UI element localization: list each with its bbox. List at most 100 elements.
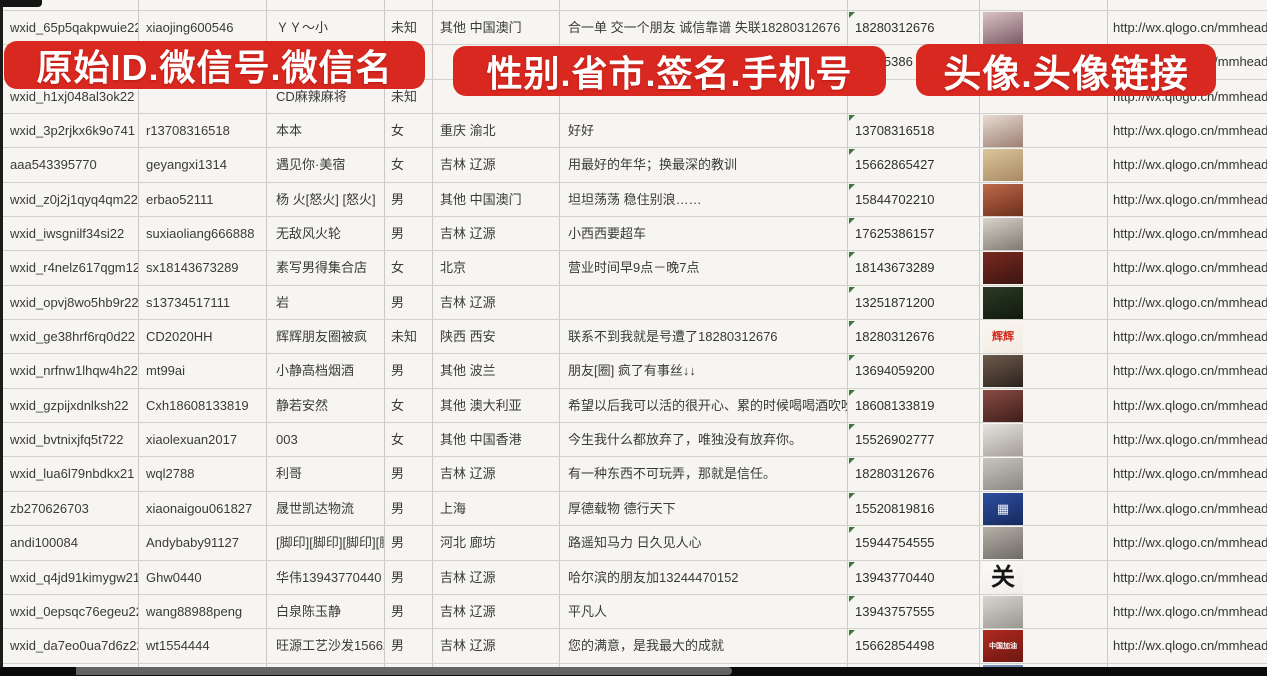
cell-avatar-link[interactable]: http://wx.qlogo.cn/mmhead [1108, 457, 1267, 490]
cell-original-id[interactable]: wxid_gzpijxdnlksh22 [3, 388, 139, 423]
cell-phone[interactable] [848, 0, 980, 10]
cell-avatar[interactable] [980, 526, 1108, 560]
cell-region[interactable]: 北京 [433, 251, 560, 285]
cell-avatar[interactable] [980, 251, 1108, 285]
cell-signature[interactable]: 用最好的年华；换最深的教训 [560, 148, 848, 182]
cell-phone[interactable]: 13251871200 [848, 285, 980, 320]
cell-original-id[interactable]: wxid_bvtnixjfq5t722 [3, 423, 139, 457]
cell-wechat-id[interactable]: sx18143673289 [139, 251, 267, 285]
cell-gender[interactable] [385, 0, 433, 10]
cell-original-id[interactable]: wxid_ge38hrf6rq0d22 [3, 320, 139, 354]
cell-signature[interactable]: 坦坦荡荡 稳住别浪…… [560, 182, 848, 217]
cell-phone[interactable]: 18280312676 [848, 457, 980, 491]
cell-wechat-name[interactable]: 利哥 [267, 457, 385, 491]
cell-region[interactable]: 吉林 辽源 [433, 560, 560, 594]
cell-original-id[interactable]: wxid_lua6l79nbdkx21 [3, 457, 139, 491]
cell-avatar-link[interactable]: http://wx.qlogo.cn/mmhead [1108, 114, 1267, 147]
cell-avatar[interactable] [980, 114, 1108, 148]
cell-avatar[interactable] [980, 79, 1108, 114]
cell-avatar-link[interactable]: http://wx.qlogo.cn/mmhead [1108, 251, 1267, 284]
cell-wechat-name[interactable]: CD麻辣麻将 [267, 79, 385, 114]
cell-avatar[interactable] [980, 594, 1108, 629]
cell-wechat-id[interactable] [139, 0, 267, 10]
cell-wechat-name[interactable]: 本本 [267, 114, 385, 148]
cell-signature[interactable]: 希望以后我可以活的很开心、累的时候喝喝酒吹吹风 [560, 388, 848, 423]
cell-gender[interactable]: 男 [385, 217, 433, 251]
cell-avatar-link[interactable]: http://wx.qlogo.cn/mmhead [1108, 492, 1267, 525]
cell-gender[interactable]: 未知 [385, 320, 433, 354]
cell-phone[interactable]: 15944754555 [848, 526, 980, 560]
cell-region[interactable]: 吉林 辽源 [433, 629, 560, 663]
cell-original-id[interactable]: wxid_65p5qakpwuie22 [3, 11, 139, 45]
cell-avatar[interactable] [980, 423, 1108, 457]
cell-wechat-id[interactable]: xiaonaigou061827 [139, 491, 267, 526]
cell-avatar-link[interactable]: http://wx.qlogo.cn/mmhead [1108, 595, 1267, 628]
cell-wechat-name[interactable]: 旺源工艺沙发15662854 [267, 629, 385, 663]
cell-phone[interactable]: 18280312676 [848, 11, 980, 45]
cell-signature[interactable]: 朋友[圈] 疯了有事丝↓↓ [560, 354, 848, 388]
cell-signature[interactable]: 今生我什么都放弃了，唯独没有放弃你。 [560, 423, 848, 457]
cell-region[interactable]: 吉林 辽源 [433, 285, 560, 320]
cell-region[interactable]: 上海 [433, 491, 560, 526]
cell-gender[interactable]: 男 [385, 526, 433, 560]
cell-wechat-id[interactable]: Andybaby91127 [139, 526, 267, 560]
cell-signature[interactable]: 路遥知马力 日久见人心 [560, 526, 848, 560]
cell-phone[interactable]: 15662865427 [848, 148, 980, 182]
cell-wechat-id[interactable]: s13734517111 [139, 285, 267, 320]
cell-avatar-link[interactable]: http://wx.qlogo.cn/mmhead [1108, 286, 1267, 319]
cell-region[interactable]: 其他 中国澳门 [433, 11, 560, 45]
cell-avatar[interactable] [980, 217, 1108, 251]
cell-original-id[interactable]: wxid_q4jd91kimygw21 [3, 560, 139, 594]
cell-gender[interactable]: 男 [385, 560, 433, 594]
cell-wechat-id[interactable]: xiaojing600546 [139, 11, 267, 45]
cell-avatar[interactable] [980, 285, 1108, 320]
cell-gender[interactable]: 男 [385, 182, 433, 217]
cell-phone[interactable]: 18608133819 [848, 388, 980, 423]
cell-phone[interactable]: 13943757555 [848, 594, 980, 629]
cell-signature[interactable]: 您的满意，是我最大的成就 [560, 629, 848, 663]
cell-signature[interactable]: 好好 [560, 114, 848, 148]
cell-wechat-name[interactable]: 晟世凯达物流 [267, 491, 385, 526]
cell-phone[interactable]: 13943770440 [848, 560, 980, 594]
cell-signature[interactable] [560, 285, 848, 320]
cell-avatar-link[interactable]: http://wx.qlogo.cn/mmhead [1108, 11, 1267, 44]
cell-avatar-link[interactable] [1108, 0, 1267, 10]
cell-phone[interactable]: 15662854498 [848, 629, 980, 663]
cell-gender[interactable]: 男 [385, 491, 433, 526]
cell-avatar[interactable]: 关 [980, 560, 1108, 594]
cell-region[interactable] [433, 0, 560, 10]
cell-avatar-link[interactable]: http://wx.qlogo.cn/mmhead [1108, 217, 1267, 250]
cell-region[interactable]: 吉林 辽源 [433, 217, 560, 251]
cell-avatar[interactable] [980, 0, 1108, 10]
cell-original-id[interactable]: zb270626703 [3, 491, 139, 526]
cell-original-id[interactable]: andi100084 [3, 526, 139, 560]
cell-original-id[interactable]: wxid_nrfnw1lhqw4h22 [3, 354, 139, 388]
cell-original-id[interactable] [3, 0, 139, 10]
cell-gender[interactable]: 女 [385, 251, 433, 285]
cell-signature[interactable] [560, 0, 848, 10]
cell-phone[interactable] [848, 79, 980, 114]
cell-wechat-id[interactable]: xiaolexuan2017 [139, 423, 267, 457]
cell-wechat-name[interactable]: 杨 火[怒火] [怒火] [267, 182, 385, 217]
cell-avatar-link[interactable]: http://wx.qlogo.cn/mmhead [1108, 526, 1267, 559]
cell-wechat-name[interactable]: [脚印][脚印][脚印][脚印 [267, 526, 385, 560]
cell-signature[interactable]: 营业时间早9点－晚7点 [560, 251, 848, 285]
cell-region[interactable]: 重庆 渝北 [433, 114, 560, 148]
cell-phone[interactable]: 18143673289 [848, 251, 980, 285]
cell-phone[interactable]: 15520819816 [848, 491, 980, 526]
cell-gender[interactable]: 未知 [385, 79, 433, 114]
cell-signature[interactable]: 有一种东西不可玩弄，那就是信任。 [560, 457, 848, 491]
cell-wechat-name[interactable]: 遇见你·美宿 [267, 148, 385, 182]
cell-wechat-name[interactable]: ＹＹ～小 [267, 11, 385, 45]
cell-avatar-link[interactable]: http://wx.qlogo.cn/mmhead [1108, 148, 1267, 181]
cell-phone[interactable]: 17625386157 [848, 217, 980, 251]
cell-wechat-name[interactable]: 白泉陈玉静 [267, 594, 385, 629]
cell-signature[interactable]: 厚德载物 德行天下 [560, 491, 848, 526]
cell-wechat-id[interactable]: wang88988peng [139, 594, 267, 629]
cell-avatar[interactable]: 辉辉 [980, 320, 1108, 354]
cell-wechat-id[interactable]: Cxh18608133819 [139, 388, 267, 423]
cell-wechat-id[interactable]: suxiaoliang666888 [139, 217, 267, 251]
cell-wechat-name[interactable]: 岩 [267, 285, 385, 320]
cell-wechat-name[interactable] [267, 0, 385, 10]
cell-signature[interactable]: 小西西要超车 [560, 217, 848, 251]
